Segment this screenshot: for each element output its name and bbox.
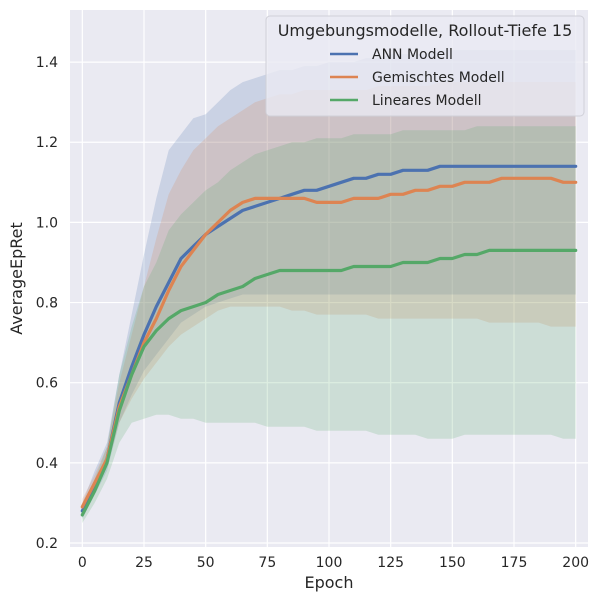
legend-label-2: Lineares Modell xyxy=(372,93,481,109)
legend-box xyxy=(265,15,585,117)
series-line-2 xyxy=(80,248,578,517)
y-tick-label: 1.4 xyxy=(36,55,58,71)
series-lines xyxy=(80,164,578,517)
series-line-0 xyxy=(80,164,578,513)
x-tick-label: 50 xyxy=(197,555,215,571)
x-tick-label: 75 xyxy=(258,555,276,571)
x-tick-label: 25 xyxy=(135,555,153,571)
x-tick-label: 175 xyxy=(501,555,528,571)
x-tick-label: 0 xyxy=(78,555,87,571)
legend-title: Umgebungsmodelle, Rollout-Tiefe 15 xyxy=(278,21,573,40)
x-tick-label: 100 xyxy=(316,555,343,571)
confidence-band-2 xyxy=(82,126,576,523)
legend: Umgebungsmodelle, Rollout-Tiefe 15 ANN M… xyxy=(265,15,585,117)
y-tick-label: 0.8 xyxy=(36,296,58,312)
x-tick-label: 200 xyxy=(562,555,589,571)
x-axis-label: Epoch xyxy=(305,573,354,592)
legend-label-1: Gemischtes Modell xyxy=(372,70,505,86)
tick-labels: 0 25 50 75 100 125 150 175 200 0.2 0.4 0.6 0.8 1.0 1.2… xyxy=(36,55,589,571)
y-axis-label: AverageEpRet xyxy=(7,222,26,334)
series-line-1 xyxy=(80,176,578,509)
y-tick-label: 0.6 xyxy=(36,376,58,392)
x-tick-label: 125 xyxy=(377,555,404,571)
legend-label-0: ANN Modell xyxy=(372,47,453,63)
confidence-band-1 xyxy=(82,82,576,515)
y-tick-label: 1.2 xyxy=(36,135,58,151)
y-tick-label: 1.0 xyxy=(36,215,58,231)
y-tick-label: 0.4 xyxy=(36,456,58,472)
legend-items: ANN Modell Gemischtes Modell Lineares Mode… xyxy=(330,47,505,109)
y-tick-label: 0.2 xyxy=(36,536,58,552)
x-tick-label: 150 xyxy=(439,555,466,571)
